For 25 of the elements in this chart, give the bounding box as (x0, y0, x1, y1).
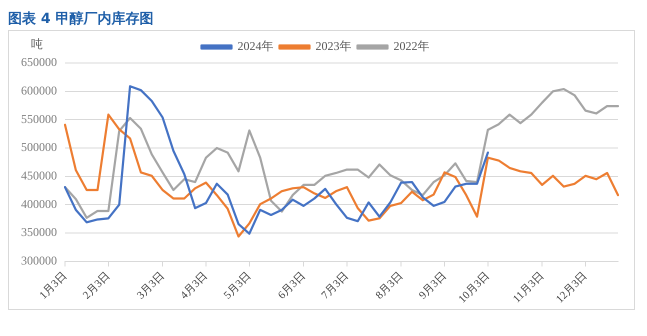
chart-title: 图表 4 甲醇厂内库存图 (8, 10, 154, 29)
x-tick-label: 10月3日 (456, 270, 492, 306)
x-tick-label: 7月3日 (319, 270, 352, 302)
x-tick-label: 8月3日 (373, 270, 406, 302)
x-tick-label: 6月3日 (276, 270, 308, 302)
y-tick-label: 500000 (21, 140, 57, 154)
legend-label: 2023年 (316, 39, 352, 54)
x-tick-label: 5月3日 (222, 270, 254, 302)
y-tick-label: 300000 (21, 254, 57, 268)
y-axis-title: 吨 (31, 37, 43, 52)
x-tick-label: 1月3日 (37, 270, 70, 302)
x-tick-label: 9月3日 (416, 270, 449, 302)
legend-label: 2022年 (394, 39, 430, 54)
x-tick-label: 4月3日 (178, 270, 210, 302)
y-tick-label: 600000 (21, 84, 57, 98)
legend-label: 2024年 (238, 39, 274, 54)
x-tick-label: 2月3日 (80, 270, 113, 302)
y-tick-label: 400000 (21, 196, 57, 211)
y-tick-label: 650000 (21, 55, 57, 70)
x-tick-label: 11月3日 (510, 270, 546, 306)
x-tick-label: 3月3日 (134, 270, 167, 302)
y-tick-label: 550000 (21, 112, 57, 126)
y-tick-label: 350000 (21, 225, 57, 240)
x-tick-label: 12月3日 (554, 270, 590, 306)
y-tick-label: 450000 (21, 168, 57, 183)
